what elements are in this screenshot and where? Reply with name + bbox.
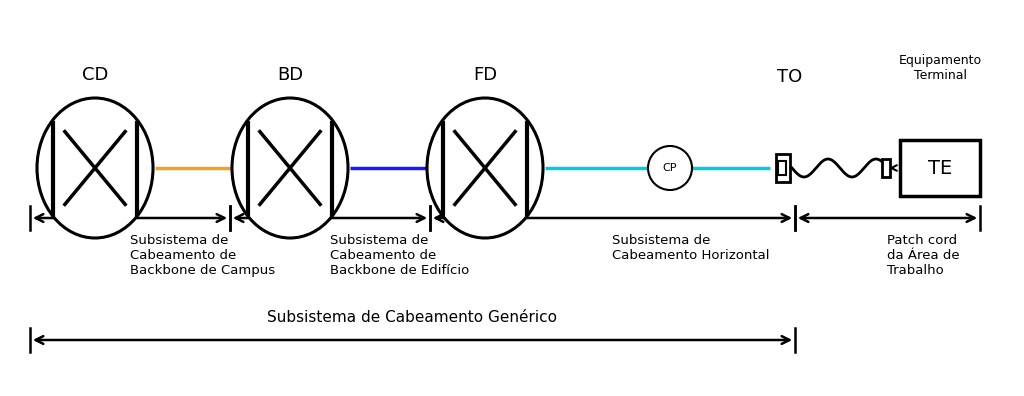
FancyBboxPatch shape: [778, 161, 786, 175]
Ellipse shape: [37, 98, 153, 238]
FancyBboxPatch shape: [882, 159, 890, 177]
Circle shape: [648, 146, 692, 190]
Ellipse shape: [427, 98, 543, 238]
Text: CP: CP: [663, 163, 677, 173]
Text: TE: TE: [928, 158, 952, 177]
Text: FD: FD: [473, 66, 497, 84]
Text: Subsistema de Cabeamento Genérico: Subsistema de Cabeamento Genérico: [267, 310, 557, 325]
Text: Patch cord
da Área de
Trabalho: Patch cord da Área de Trabalho: [887, 234, 959, 277]
Text: Equipamento
Terminal: Equipamento Terminal: [898, 54, 982, 82]
Ellipse shape: [232, 98, 348, 238]
Text: BD: BD: [276, 66, 303, 84]
Text: Subsistema de
Cabeamento Horizontal: Subsistema de Cabeamento Horizontal: [612, 234, 769, 262]
Text: CD: CD: [82, 66, 109, 84]
FancyBboxPatch shape: [776, 154, 790, 182]
FancyBboxPatch shape: [900, 140, 980, 196]
Text: Subsistema de
Cabeamento de
Backbone de Edifício: Subsistema de Cabeamento de Backbone de …: [330, 234, 469, 277]
Text: Subsistema de
Cabeamento de
Backbone de Campus: Subsistema de Cabeamento de Backbone de …: [130, 234, 275, 277]
Text: TO: TO: [777, 68, 803, 86]
